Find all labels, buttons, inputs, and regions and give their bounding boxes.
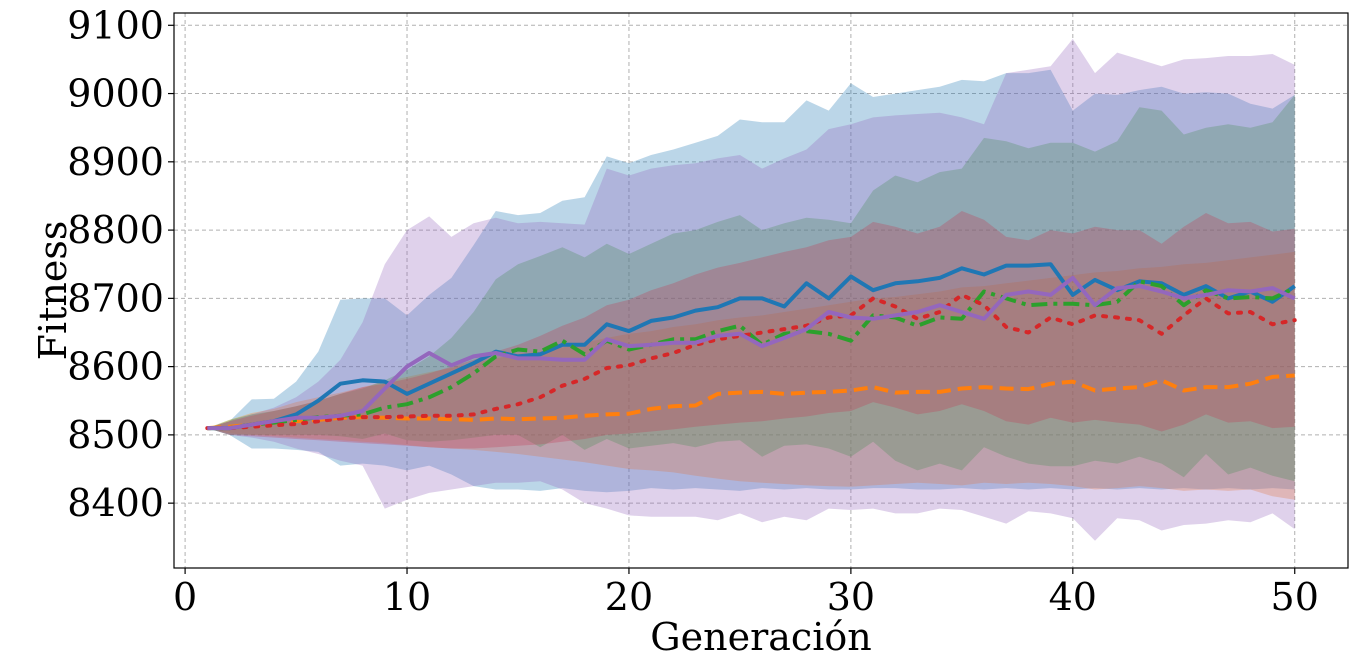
y-axis-label: Fitness	[31, 221, 75, 361]
y-tick-label: 8500	[67, 413, 164, 457]
x-tick-label: 30	[827, 575, 875, 619]
y-tick-label: 8400	[67, 481, 164, 525]
y-tick-label: 9100	[67, 3, 164, 47]
x-tick-label: 40	[1049, 575, 1097, 619]
series-1-band	[207, 69, 1295, 493]
x-tick-label: 10	[383, 575, 431, 619]
y-tick-label: 8600	[67, 345, 164, 389]
series-3-band	[207, 94, 1295, 482]
plot-frame	[173, 12, 1349, 569]
y-tick-label: 8900	[67, 140, 164, 184]
series-5-band	[207, 38, 1295, 541]
y-tick-label: 8800	[67, 208, 164, 252]
series-3-line	[207, 279, 1296, 431]
series-5-line	[207, 275, 1296, 431]
x-axis: 0 10 20 30 40 50	[173, 568, 1319, 619]
x-tick-label: 0	[173, 575, 197, 619]
y-tick-label: 8700	[67, 276, 164, 320]
std-bands	[207, 38, 1295, 541]
series-lines	[205, 262, 1297, 431]
y-tick-label: 9000	[67, 72, 164, 116]
y-axis: 8400 8500 8600 8700 8800 8900 9000 9100	[67, 3, 174, 525]
x-tick-label: 50	[1271, 575, 1319, 619]
series-4-line	[205, 292, 1297, 431]
grid-lines	[174, 13, 1348, 568]
x-axis-label: Generación	[650, 615, 871, 655]
x-tick-label: 20	[605, 575, 653, 619]
series-2-band	[207, 251, 1295, 500]
